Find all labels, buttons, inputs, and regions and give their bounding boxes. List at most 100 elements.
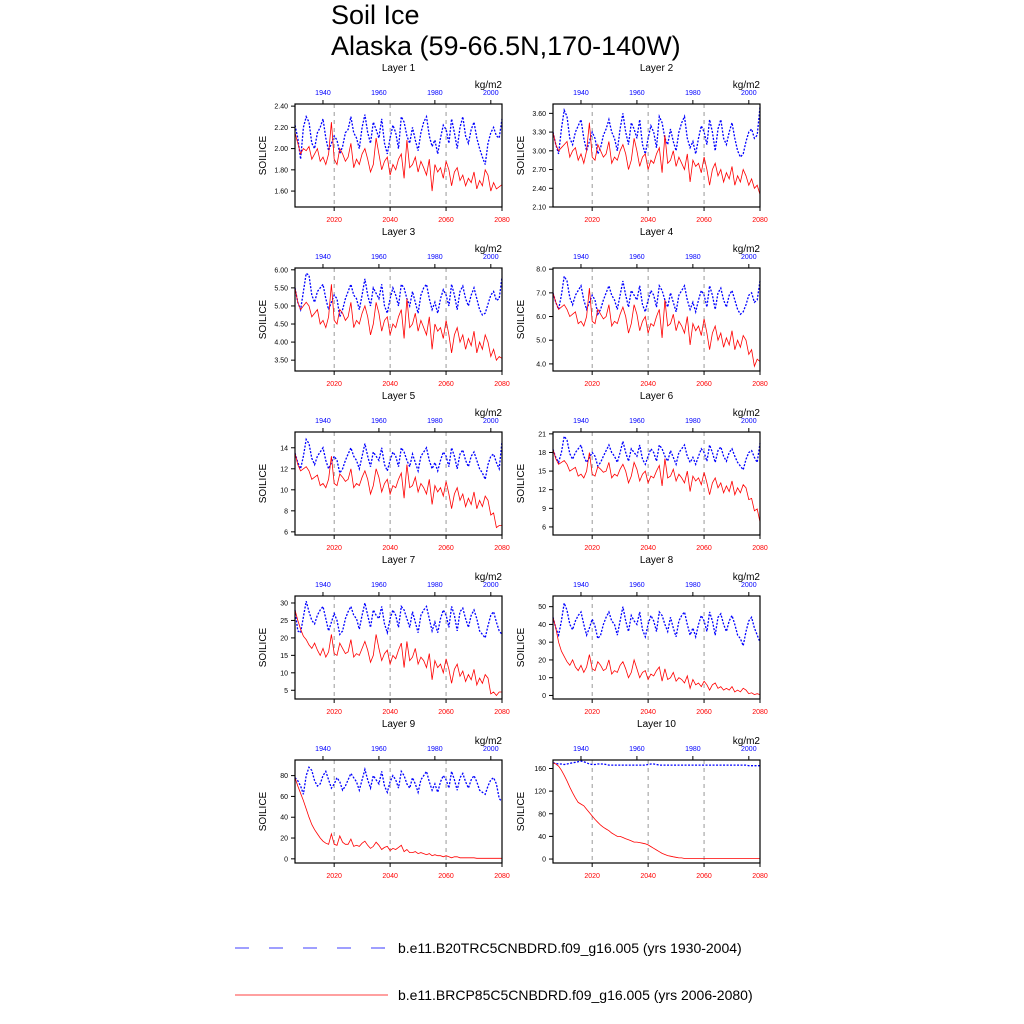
y-tick-label: 3.50 [274,358,288,365]
x-tick-label-top: 1940 [573,254,589,261]
x-tick-label-top: 1980 [427,418,443,425]
y-axis-label: SOILICE [516,299,527,339]
x-tick-label-top: 2000 [741,582,757,589]
y-axis-label: SOILICE [516,627,527,667]
x-tick-label-top: 1960 [629,90,645,97]
plot-frame [294,431,503,536]
x-tick-label-bottom: 2020 [584,217,600,224]
units-label: kg/m2 [475,244,503,255]
panel-title: Layer 8 [640,555,674,566]
y-axis-label: SOILICE [516,791,527,831]
x-tick-label-bottom: 2080 [494,873,510,880]
panel-title: Layer 2 [640,63,674,74]
series-line-future [294,777,502,859]
x-tick-label-bottom: 2020 [326,545,342,552]
y-tick-label: 1.80 [274,167,288,174]
y-tick-label: 1.60 [274,189,288,196]
panel-title: Layer 1 [382,63,416,74]
x-tick-label-top: 1980 [685,90,701,97]
y-tick-label: 18 [538,450,546,457]
x-tick-label-top: 1940 [315,90,331,97]
plot-frame [294,759,503,864]
x-tick-label-top: 1960 [629,254,645,261]
y-tick-label: 10 [280,670,288,677]
x-tick-label-top: 2000 [741,746,757,753]
x-tick-label-bottom: 2060 [696,381,712,388]
y-tick-label: 50 [538,604,546,611]
y-tick-label: 7.0 [536,290,546,297]
x-tick-label-top: 1940 [573,746,589,753]
x-tick-label-top: 1960 [371,254,387,261]
x-tick-label-bottom: 2020 [326,709,342,716]
x-tick-label-bottom: 2020 [584,709,600,716]
y-tick-label: 10 [538,675,546,682]
plot-frame [552,103,761,208]
x-tick-label-bottom: 2040 [640,545,656,552]
units-label: kg/m2 [475,80,503,91]
y-axis-label: SOILICE [258,627,269,667]
y-tick-label: 30 [280,600,288,607]
x-tick-label-bottom: 2080 [752,873,768,880]
x-tick-label-top: 2000 [483,746,499,753]
x-tick-label-bottom: 2040 [640,381,656,388]
series-line-historical [552,107,761,159]
plot-frame [552,759,761,864]
y-tick-label: 20 [280,836,288,843]
y-tick-label: 0 [542,857,546,864]
x-tick-label-top: 1960 [629,746,645,753]
x-tick-label-bottom: 2060 [438,873,454,880]
units-label: kg/m2 [733,80,761,91]
series-line-future [552,449,761,523]
x-tick-label-bottom: 2040 [640,709,656,716]
y-axis-label: SOILICE [258,135,269,175]
y-axis-label: SOILICE [258,299,269,339]
x-tick-label-bottom: 2040 [382,873,398,880]
x-tick-label-bottom: 2080 [494,381,510,388]
legend-label: b.e11.B20TRC5CNBDRD.f09_g16.005 (yrs 193… [398,940,742,956]
x-tick-label-bottom: 2060 [438,217,454,224]
series-line-historical [552,600,761,649]
y-tick-label: 2.40 [532,186,546,193]
y-axis-label: SOILICE [516,135,527,175]
x-tick-label-top: 1980 [427,582,443,589]
y-tick-label: 3.30 [532,130,546,137]
y-tick-label: 21 [538,431,546,438]
y-tick-label: 5.50 [274,285,288,292]
y-tick-label: 30 [538,640,546,647]
x-tick-label-bottom: 2020 [326,381,342,388]
x-tick-label-bottom: 2040 [640,873,656,880]
x-tick-label-bottom: 2080 [752,709,768,716]
units-label: kg/m2 [475,736,503,747]
x-tick-label-bottom: 2080 [494,545,510,552]
y-tick-label: 14 [280,445,288,452]
y-tick-label: 2.70 [532,167,546,174]
x-tick-label-top: 1940 [573,418,589,425]
series-line-historical [552,274,761,317]
x-tick-label-bottom: 2040 [382,709,398,716]
y-tick-label: 160 [534,766,546,773]
series-line-historical [294,437,503,482]
x-tick-label-top: 1940 [573,90,589,97]
x-tick-label-bottom: 2080 [494,709,510,716]
y-tick-label: 5 [284,688,288,695]
x-tick-label-bottom: 2020 [326,873,342,880]
y-tick-label: 2.40 [274,104,288,111]
y-tick-label: 2.10 [532,205,546,212]
x-tick-label-bottom: 2060 [696,873,712,880]
y-tick-label: 6.00 [274,267,288,274]
y-tick-label: 40 [280,815,288,822]
x-tick-label-bottom: 2020 [584,873,600,880]
x-tick-label-bottom: 2060 [438,709,454,716]
x-tick-label-bottom: 2080 [752,545,768,552]
plot-frame [294,103,503,208]
x-tick-label-bottom: 2060 [438,381,454,388]
y-tick-label: 8 [284,508,288,515]
chart-subtitle: Alaska (59-66.5N,170-140W) [331,31,681,61]
series-line-historical [552,760,760,767]
y-tick-label: 3.00 [532,148,546,155]
y-tick-label: 40 [538,834,546,841]
series-line-future [294,284,503,362]
x-tick-label-top: 1960 [629,418,645,425]
series-line-future [294,122,503,192]
